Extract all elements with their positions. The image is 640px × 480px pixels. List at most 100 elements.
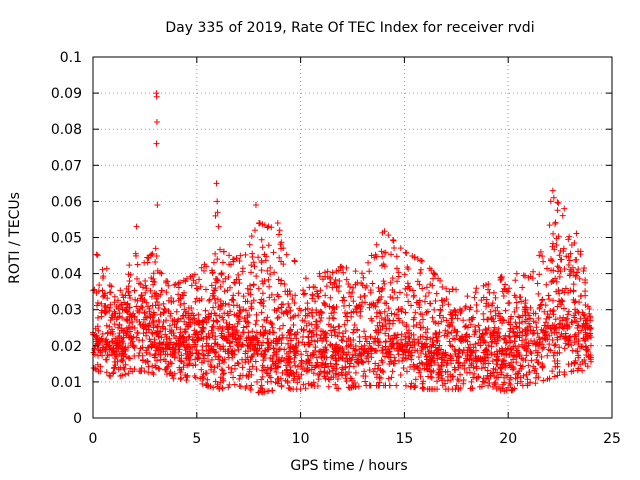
data-point (164, 344, 171, 351)
data-point (455, 360, 462, 367)
data-point (298, 371, 305, 378)
data-point (356, 350, 363, 357)
data-point (181, 318, 188, 325)
data-point (104, 295, 111, 302)
data-point (142, 321, 149, 328)
data-point (198, 264, 205, 271)
data-point (343, 338, 350, 345)
data-point (437, 277, 444, 284)
data-point (140, 330, 147, 337)
data-point (380, 261, 387, 268)
data-point (242, 348, 249, 355)
data-point (412, 309, 419, 316)
data-point (91, 286, 98, 293)
data-point (96, 337, 103, 344)
data-point (291, 354, 298, 361)
data-point (141, 259, 148, 266)
data-point (230, 374, 237, 381)
data-point (519, 382, 526, 389)
data-point (273, 353, 280, 360)
data-point (372, 365, 379, 372)
data-point (341, 302, 348, 309)
data-point (265, 242, 272, 249)
data-point (434, 355, 441, 362)
data-point (503, 288, 510, 295)
data-point (373, 371, 380, 378)
data-point (535, 359, 542, 366)
data-point (201, 355, 208, 362)
data-point (322, 375, 329, 382)
data-point (331, 309, 338, 316)
data-point (577, 361, 584, 368)
data-point (218, 270, 225, 277)
data-point (125, 289, 132, 296)
data-point (118, 357, 125, 364)
data-point (200, 267, 207, 274)
data-point (335, 371, 342, 378)
data-point (506, 299, 513, 306)
data-point (390, 237, 397, 244)
data-point (438, 372, 445, 379)
data-point (303, 348, 310, 355)
data-point (427, 373, 434, 380)
data-point (115, 324, 122, 331)
data-point (199, 380, 206, 387)
data-point (340, 294, 347, 301)
data-point (513, 323, 520, 330)
data-point (211, 364, 218, 371)
data-point (396, 317, 403, 324)
data-point (185, 315, 192, 322)
data-point (202, 286, 209, 293)
data-point (317, 317, 324, 324)
data-point (411, 336, 418, 343)
data-point (462, 323, 469, 330)
data-point (213, 180, 220, 187)
data-point (240, 324, 247, 331)
data-point (413, 363, 420, 370)
data-point (550, 194, 557, 201)
data-point (262, 327, 269, 334)
data-point (287, 386, 294, 393)
data-point (144, 254, 151, 261)
data-point (555, 233, 562, 240)
data-point (466, 306, 473, 313)
data-point (249, 250, 256, 257)
data-point (365, 358, 372, 365)
data-point (148, 251, 155, 258)
data-point (150, 270, 157, 277)
data-point (362, 378, 369, 385)
data-point (431, 270, 438, 277)
chart-title: Day 335 of 2019, Rate Of TEC Index for r… (165, 20, 534, 36)
data-point (493, 385, 500, 392)
data-point (542, 319, 549, 326)
data-point (194, 285, 201, 292)
data-point (153, 290, 160, 297)
data-point (573, 347, 580, 354)
data-point (109, 330, 116, 337)
data-point (212, 312, 219, 319)
data-point (248, 269, 255, 276)
data-point (345, 384, 352, 391)
data-point (488, 314, 495, 321)
data-point (177, 295, 184, 302)
data-point (536, 271, 543, 278)
data-point (357, 294, 364, 301)
data-point (556, 273, 563, 280)
data-point (160, 339, 167, 346)
data-point (524, 345, 531, 352)
data-point (318, 309, 325, 316)
data-point (399, 357, 406, 364)
data-point (94, 361, 101, 368)
data-point (244, 285, 251, 292)
data-point (208, 267, 215, 274)
data-point (312, 347, 319, 354)
data-point (177, 326, 184, 333)
data-point (235, 360, 242, 367)
data-point (148, 329, 155, 336)
data-point (498, 361, 505, 368)
data-point (243, 337, 250, 344)
data-point (287, 314, 294, 321)
data-point (416, 369, 423, 376)
data-point (557, 268, 564, 275)
data-point (387, 279, 394, 286)
